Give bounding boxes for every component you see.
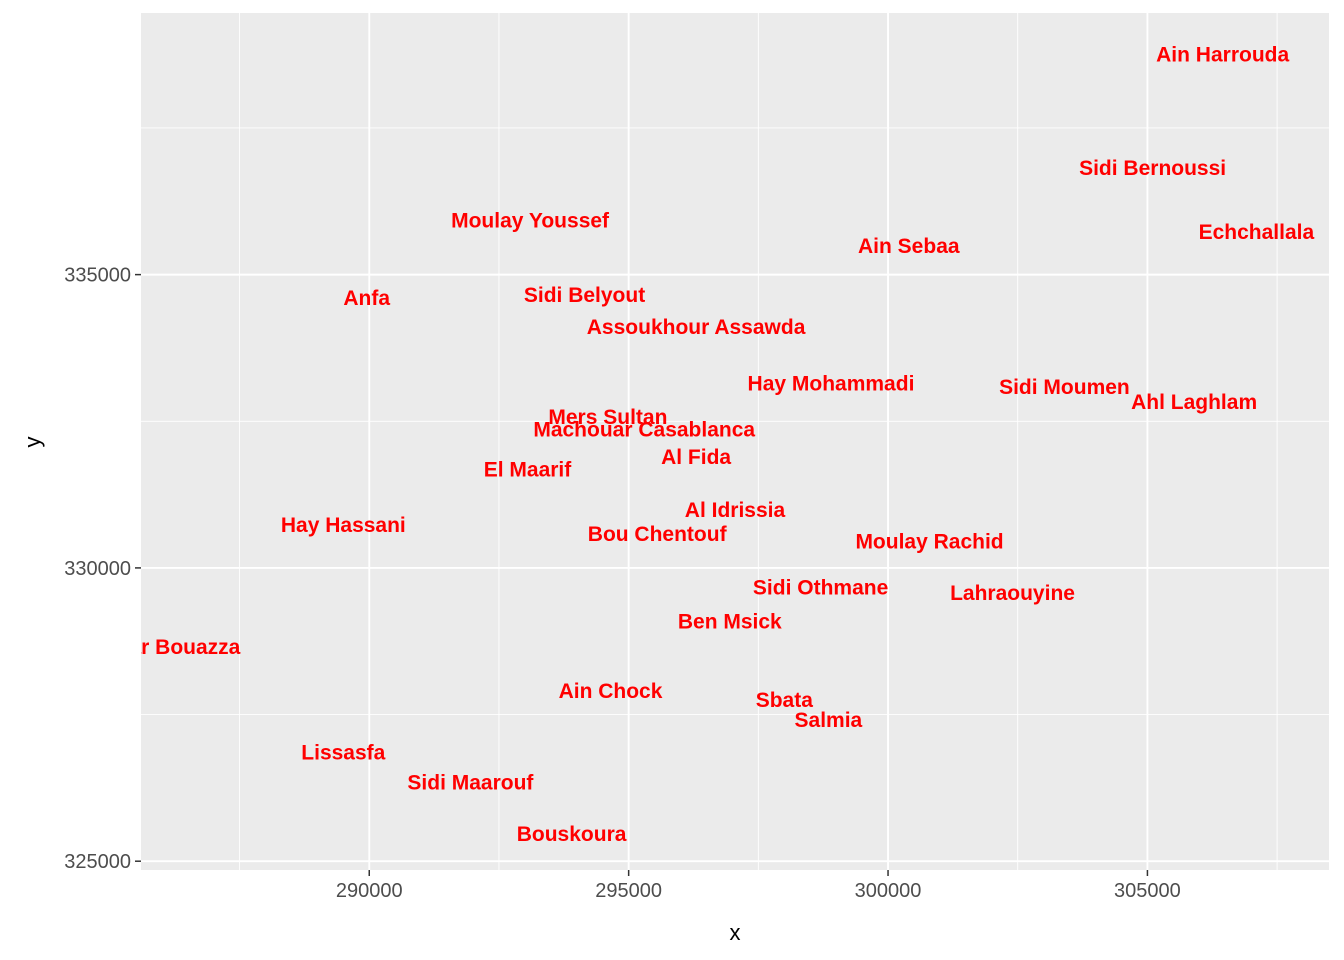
x-tick-label: 300000 bbox=[855, 880, 922, 902]
point-label: Al Idrissia bbox=[685, 499, 786, 522]
axis-ticks bbox=[135, 273, 1149, 876]
y-tick-label: 330000 bbox=[64, 558, 131, 580]
point-label: Lissasfa bbox=[301, 742, 385, 765]
point-label: Moulay Rachid bbox=[855, 531, 1003, 554]
panel-background bbox=[141, 13, 1329, 870]
point-label: Sidi Othmane bbox=[753, 576, 888, 599]
point-label: Dar Bouazza bbox=[114, 636, 240, 659]
point-label: Ain Harrouda bbox=[1156, 44, 1289, 67]
point-label: Sidi Belyout bbox=[524, 284, 645, 307]
point-label: Sidi Bernoussi bbox=[1079, 157, 1226, 180]
point-label: Sidi Moumen bbox=[999, 376, 1130, 399]
point-label: Mers Sultan bbox=[548, 406, 667, 429]
point-label: Ain Chock bbox=[559, 680, 663, 703]
point-label: Sbata bbox=[756, 689, 814, 712]
minor-gridlines bbox=[141, 13, 1329, 870]
point-label: Ben Msick bbox=[678, 610, 782, 633]
major-gridlines bbox=[141, 13, 1329, 870]
point-label: Lahraouyine bbox=[950, 582, 1075, 605]
point-label: Bou Chentouf bbox=[588, 523, 728, 546]
x-tick-label: 295000 bbox=[595, 880, 662, 902]
point-label: Al Fida bbox=[661, 446, 731, 469]
point-label: Sidi Maarouf bbox=[407, 772, 534, 795]
point-label: Moulay Youssef bbox=[451, 210, 610, 233]
axis-tick-labels: 290000 295000 300000 305000 325000 330000 3350… bbox=[64, 265, 1181, 902]
y-tick-label: 335000 bbox=[64, 265, 131, 287]
x-axis-title: x bbox=[730, 920, 741, 945]
point-label: Anfa bbox=[343, 287, 390, 310]
y-tick-label: 325000 bbox=[64, 851, 131, 873]
point-label: Ahl Laghlam bbox=[1131, 391, 1257, 414]
x-tick-label: 305000 bbox=[1114, 880, 1181, 902]
point-label: Echchallala bbox=[1199, 221, 1315, 244]
point-label: El Maarif bbox=[484, 458, 573, 481]
point-label: Ain Sebaa bbox=[858, 235, 960, 258]
point-label: Salmia bbox=[795, 709, 863, 732]
point-label: Machouar Casablanca bbox=[533, 418, 755, 441]
y-axis-title: y bbox=[20, 437, 45, 448]
point-label: Hay Mohammadi bbox=[748, 373, 915, 396]
x-tick-label: 290000 bbox=[336, 880, 403, 902]
point-label: Bouskoura bbox=[517, 823, 627, 846]
point-label: Assoukhour Assawda bbox=[587, 316, 806, 339]
point-label: Hay Hassani bbox=[281, 514, 406, 537]
point-labels: Ain Harrouda Sidi Bernoussi Echchallala Mou… bbox=[114, 44, 1315, 847]
